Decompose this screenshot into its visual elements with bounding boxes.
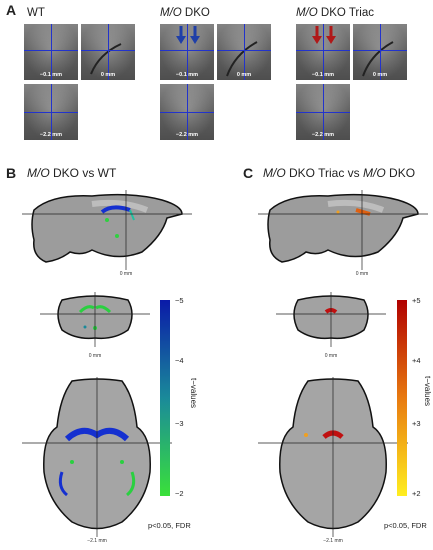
panel-c-colorbar [397,300,407,496]
panel-c-pvalue: p<0.05, FDR [384,521,427,530]
panel-a-title-dko: M/O DKO [160,7,210,19]
triac-arrows-icon [312,26,336,44]
panel-b-axial-brain [22,377,172,537]
triac-coronal-image: −0.1 mm [296,24,350,80]
panel-b-tick-1: −4 [175,356,184,365]
wt-sagittal-image: 0 mm [81,24,135,80]
panel-a-label: A [6,2,17,18]
panel-c-label: C [243,165,254,181]
panel-c-cor-caption: 0 mm [324,353,338,359]
panel-b-cor-caption: 0 mm [88,353,102,359]
panel-c-tick-0: +5 [412,296,421,305]
dko-axial-mm: −2.2 mm [175,132,199,138]
panel-c-tick-3: +2 [412,489,421,498]
panel-c-title: M/O DKO Triac vs M/O DKO [263,166,416,180]
panel-b-colorbar [160,300,170,496]
panel-b-pvalue: p<0.05, FDR [148,521,191,530]
wt-axial-image: −2.2 mm [24,84,78,140]
panel-c-coronal-brain [276,292,386,347]
dko-coronal-mm: −0.1 mm [175,72,199,78]
panel-c-axial-brain [258,377,408,537]
panel-b-tick-0: −5 [175,296,184,305]
panel-c-sag-caption: 0 mm [355,271,369,277]
panel-b-sag-caption: 0 mm [119,271,133,277]
panel-c-sagittal-brain [258,190,428,270]
panel-c-tick-2: +3 [412,419,421,428]
panel-b-label: B [6,165,17,181]
dko-axial-image: −2.2 mm [160,84,214,140]
dko-sagittal-mm: 0 mm [236,72,252,78]
triac-sagittal-mm: 0 mm [372,72,388,78]
triac-sagittal-image: 0 mm [353,24,407,80]
wt-coronal-image: −0.1 mm [24,24,78,80]
panel-a-title-wt: WT [27,7,45,19]
panel-b-tick-2: −3 [175,419,184,428]
panel-a-title-triac: M/O DKO Triac [296,7,374,19]
panel-c-ax-caption: −2.1 mm [323,538,343,544]
dko-sagittal-image: 0 mm [217,24,271,80]
panel-b-sagittal-brain [22,190,192,270]
panel-b-ax-caption: −2.1 mm [87,538,107,544]
panel-b-title: M/O DKO vs WT [27,166,117,180]
wt-axial-mm: −2.2 mm [39,132,63,138]
triac-coronal-mm: −0.1 mm [311,72,335,78]
wt-coronal-mm: −0.1 mm [39,72,63,78]
panel-b-colorbar-label: t−values [189,378,198,409]
triac-axial-image: −2.2 mm [296,84,350,140]
panel-c-colorbar-label: t−values [423,376,432,407]
dko-coronal-image: −0.1 mm [160,24,214,80]
triac-axial-mm: −2.2 mm [311,132,335,138]
panel-c-tick-1: +4 [412,356,421,365]
wt-sagittal-mm: 0 mm [100,72,116,78]
dko-arrows-icon [176,26,200,44]
panel-b-coronal-brain [40,292,150,347]
panel-b-tick-3: −2 [175,489,184,498]
